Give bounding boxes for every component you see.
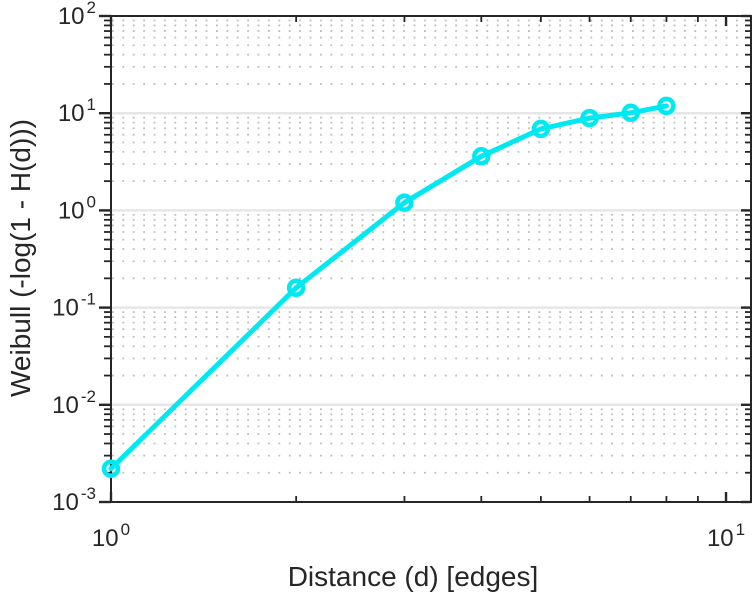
- series-line: [108, 103, 669, 472]
- series-markers: [101, 96, 676, 478]
- x-tick-labels: 10 0 10 1: [92, 520, 745, 552]
- svg-text:100: 10 0: [58, 192, 96, 224]
- y-major-gridlines: [111, 111, 751, 407]
- svg-text:100: 10 0: [92, 520, 130, 552]
- data-point: [621, 103, 641, 123]
- axis-ticks: [99, 14, 751, 504]
- data-point: [657, 96, 676, 116]
- svg-text:102: 10 2: [58, 0, 96, 30]
- y-axis-label: Weibull (-log(1 - H(d))): [5, 119, 36, 397]
- data-point: [580, 108, 599, 128]
- data-point: [531, 119, 551, 139]
- svg-text:10-3: 10 -3: [52, 484, 96, 516]
- data-point: [286, 278, 306, 298]
- axis-box: [110, 15, 752, 503]
- svg-text:101: 10 1: [58, 95, 96, 127]
- svg-text:10-1: 10 -1: [52, 290, 96, 322]
- svg-text:101: 10 1: [707, 520, 745, 552]
- data-point: [472, 147, 491, 166]
- data-point: [101, 459, 121, 478]
- data-point: [395, 193, 414, 212]
- svg-text:10-2: 10 -2: [52, 387, 96, 419]
- x-axis-label: Distance (d) [edges]: [287, 561, 539, 592]
- y-minor-gridlines: [112, 19, 750, 474]
